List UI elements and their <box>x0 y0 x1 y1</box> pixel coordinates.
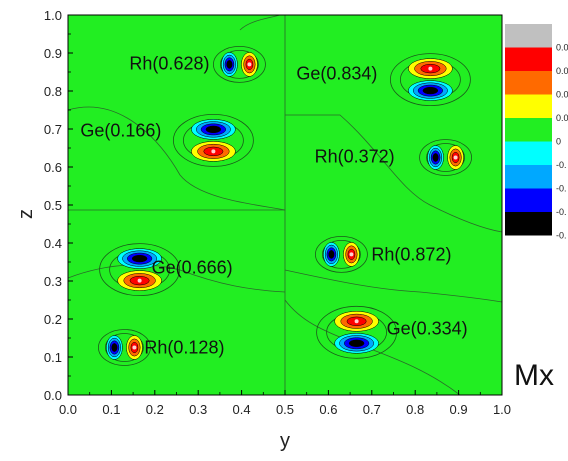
positive-peak <box>428 66 433 71</box>
y-tick-label: 0.0 <box>44 388 62 403</box>
colorbar-tick-label: 0 <box>556 137 561 147</box>
colorbar-swatch <box>505 24 552 48</box>
atom-label: Rh(0.128) <box>144 338 224 358</box>
colorbar-tick-label: -0. <box>556 231 567 241</box>
atom-shell-inner <box>220 50 259 79</box>
panel-label: Mx <box>514 359 554 392</box>
x-tick-label: 0.7 <box>363 402 381 417</box>
colorbar-tick-label: 0.0 <box>556 43 568 53</box>
atom-shell-outer <box>98 329 151 366</box>
x-tick-label: 0.5 <box>276 402 294 417</box>
colorbar: 0.0 0.0 0.0 0.0 0 -0. -0. -0. -0. <box>505 24 568 241</box>
atom-label: Rh(0.628) <box>129 53 209 73</box>
atom-shell-outer <box>172 113 254 167</box>
y-tick-label: 1.0 <box>44 8 62 23</box>
zero-contour-line-6 <box>284 269 502 303</box>
atom-label: Ge(0.666) <box>152 258 233 278</box>
y-tick-label: 0.7 <box>44 122 62 137</box>
x-tick-label: 0.0 <box>59 402 77 417</box>
negative-lobe-level-4 <box>131 254 148 263</box>
y-tick-label: 0.9 <box>44 46 62 61</box>
atom-contour-8 <box>316 305 398 359</box>
x-tick-label: 0.4 <box>233 402 251 417</box>
x-tick-label: 0.8 <box>406 402 424 417</box>
atom-shell-outer <box>419 139 472 176</box>
atom-label: Ge(0.334) <box>387 318 468 338</box>
atom-contour-7 <box>98 329 151 366</box>
y-tick-label: 0.3 <box>44 274 62 289</box>
atom-contour-4 <box>419 139 472 176</box>
negative-lobe-level-4 <box>111 343 118 352</box>
atom-shell-inner <box>105 333 144 362</box>
atom-label: Rh(0.372) <box>315 147 395 167</box>
y-tick-label: 0.6 <box>44 160 62 175</box>
atom-contours <box>98 46 472 366</box>
colorbar-tick-label: 0.0 <box>556 66 568 76</box>
x-tick-label: 0.2 <box>146 402 164 417</box>
x-tick-label: 0.1 <box>102 402 120 417</box>
x-tick-label: 0.6 <box>319 402 337 417</box>
colorbar-swatch <box>505 165 552 189</box>
positive-peak <box>137 278 142 283</box>
atom-shell-inner <box>322 239 361 269</box>
colorbar-tick-label: 0.0 <box>556 90 568 100</box>
x-tick-label: 0.9 <box>450 402 468 417</box>
colorbar-tick-label: -0. <box>556 160 567 170</box>
atom-shell-outer <box>315 235 368 273</box>
y-tick-label: 0.1 <box>44 350 62 365</box>
x-axis-label: y <box>280 430 290 452</box>
positive-peak <box>247 62 252 67</box>
colorbar-tick-label: -0. <box>556 184 567 194</box>
atom-contour-2 <box>389 53 471 106</box>
y-tick-label: 0.2 <box>44 312 62 327</box>
negative-lobe-level-4 <box>328 250 335 259</box>
atom-contour-3 <box>172 113 254 167</box>
colorbar-swatch <box>505 188 552 212</box>
y-tick-label: 0.5 <box>44 198 62 213</box>
atom-contour-5 <box>99 243 181 297</box>
negative-lobe-level-4 <box>422 86 439 95</box>
colorbar-tick-label: 0.0 <box>556 113 568 123</box>
positive-peak <box>132 345 137 350</box>
atom-label: Ge(0.834) <box>296 64 377 84</box>
zero-contour-line-3 <box>68 106 286 211</box>
negative-lobe-level-4 <box>226 60 233 69</box>
positive-peak <box>354 319 359 324</box>
x-tick-label: 1.0 <box>493 402 511 417</box>
atom-label: Rh(0.872) <box>371 244 451 264</box>
negative-lobe-level-4 <box>432 153 439 162</box>
atom-shell-outer <box>213 46 266 83</box>
atom-label: Ge(0.166) <box>80 120 161 140</box>
colorbar-swatch <box>505 141 552 165</box>
positive-peak <box>453 155 458 160</box>
colorbar-swatch <box>505 47 552 71</box>
negative-lobe-level-4 <box>348 339 365 347</box>
contour-boundaries <box>68 15 502 395</box>
atom-shell-inner <box>426 143 465 172</box>
colorbar-swatch <box>505 71 552 95</box>
y-tick-label: 0.8 <box>44 84 62 99</box>
positive-peak <box>349 252 354 257</box>
negative-lobe-level-4 <box>205 125 222 134</box>
atom-shell-outer <box>389 53 471 106</box>
y-axis: 0.0 0.1 0.2 0.3 0.4 0.5 0.6 0.7 0.8 0.9 1.0 <box>44 8 73 403</box>
atom-labels: Rh(0.628) Ge(0.834) Ge(0.166) Rh(0.372) Ge(0… <box>80 53 467 357</box>
atom-shell-outer <box>316 305 398 359</box>
y-tick-label: 0.4 <box>44 236 62 251</box>
x-tick-label: 0.3 <box>189 402 207 417</box>
zero-contour-line-8 <box>239 15 281 31</box>
atom-contour-6 <box>315 235 368 273</box>
atom-contour-1 <box>213 46 266 83</box>
x-axis: 0.0 0.1 0.2 0.3 0.4 0.5 0.6 0.7 0.8 0.9 1.0 <box>59 390 511 417</box>
atom-shell-outer <box>99 243 181 297</box>
y-axis-label: z <box>15 209 37 219</box>
colorbar-swatch <box>505 212 552 236</box>
positive-peak <box>211 149 216 154</box>
zero-contour-line-4 <box>285 114 502 233</box>
colorbar-swatch <box>505 118 552 142</box>
colorbar-tick-label: -0. <box>556 207 567 217</box>
colorbar-swatch <box>505 94 552 118</box>
